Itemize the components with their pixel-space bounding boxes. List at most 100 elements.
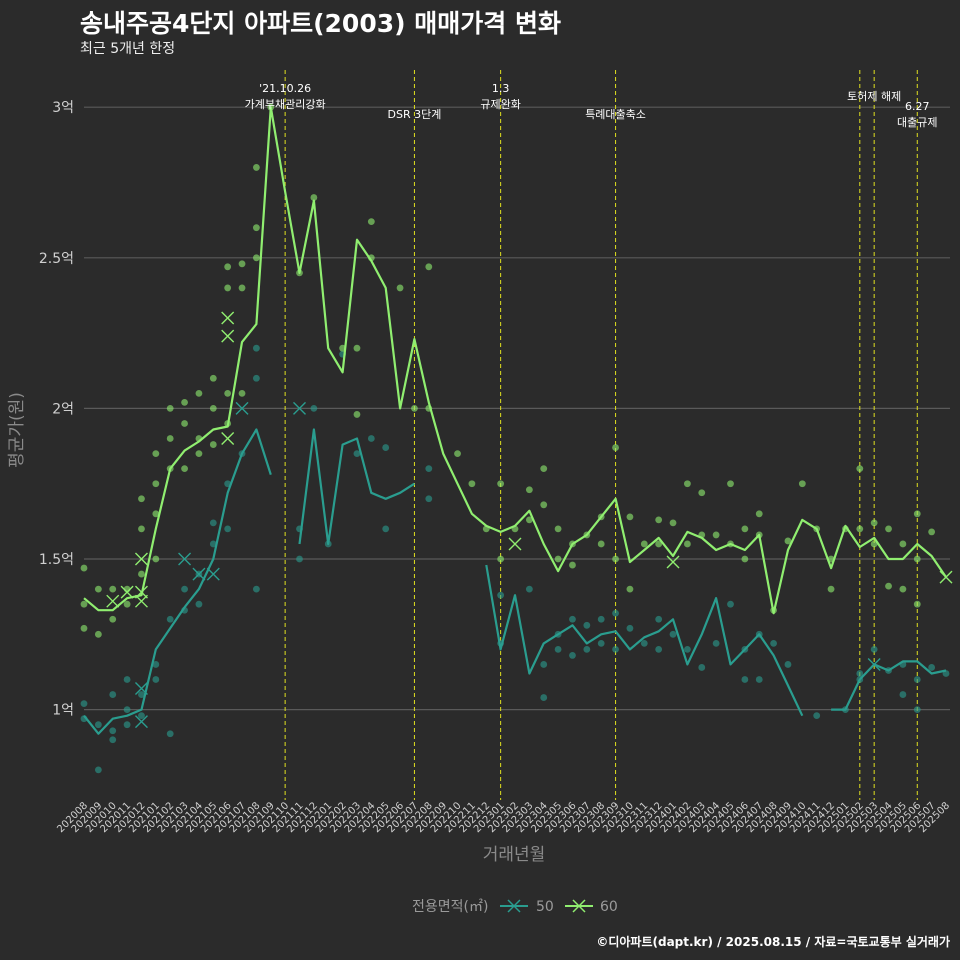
scatter-point-60	[525, 486, 533, 494]
cancelled-marker-50	[206, 567, 220, 581]
scatter-point-60	[554, 555, 562, 563]
scatter-point-60	[80, 564, 88, 572]
scatter-point-60	[209, 374, 217, 382]
scatter-point-60	[885, 582, 892, 590]
cancelled-markers	[106, 311, 953, 729]
scatter-point-50	[583, 645, 591, 653]
scatter-point-60	[741, 525, 749, 533]
scatter-point-50	[310, 405, 318, 412]
source-caption: ©디아파트(dapt.kr) / 2025.08.15 / 자료=국토교통부 실…	[596, 935, 950, 949]
scatter-point-60	[152, 480, 160, 488]
scatter-point-50	[655, 615, 663, 623]
scatter-point-60	[540, 465, 548, 473]
scatter-point-60	[94, 585, 102, 593]
scatter-point-50	[540, 694, 548, 701]
chart-title: 송내주공4단지 아파트(2003) 매매가격 변화	[80, 9, 561, 38]
scatter-point-60	[152, 510, 160, 518]
scatter-point-60	[784, 537, 792, 545]
scatter-point-60	[684, 540, 691, 548]
cancelled-marker-60	[939, 570, 953, 584]
cancelled-marker-50	[178, 552, 192, 566]
event-label: DSR 3단계	[388, 108, 442, 121]
scatter-point-50	[755, 676, 763, 683]
scatter-point-50	[899, 691, 907, 698]
scatter-point-60	[80, 624, 88, 632]
scatter-point-60	[209, 441, 217, 448]
scatter-points	[80, 103, 950, 774]
cancelled-marker-60	[221, 311, 235, 325]
scatter-point-60	[224, 263, 232, 271]
scatter-point-60	[626, 585, 634, 593]
legend-item-60: 60	[565, 899, 618, 915]
scatter-point-50	[109, 736, 117, 744]
scatter-point-50	[181, 585, 188, 593]
scatter-point-60	[684, 480, 691, 488]
event-label: 특례대출축소	[585, 108, 646, 121]
scatter-point-60	[310, 194, 318, 201]
scatter-point-50	[655, 645, 663, 653]
scatter-point-50	[367, 435, 375, 442]
y-tick-label: 2억	[52, 401, 74, 417]
scatter-point-60	[181, 420, 188, 427]
scatter-point-60	[856, 465, 864, 473]
scatter-point-60	[425, 263, 433, 271]
event-lines	[284, 70, 918, 800]
scatter-point-50	[741, 676, 749, 683]
scatter-point-60	[698, 489, 706, 497]
series-line-50	[298, 428, 415, 546]
event-label: 가계부채관리강화	[245, 98, 326, 111]
scatter-point-60	[253, 224, 260, 232]
scatter-point-60	[253, 164, 260, 171]
cancelled-marker-60	[106, 594, 120, 608]
scatter-point-60	[195, 389, 203, 397]
scatter-point-50	[554, 645, 562, 653]
scatter-point-60	[224, 284, 232, 292]
scatter-point-60	[755, 510, 763, 518]
scatter-point-50	[123, 706, 131, 714]
scatter-point-60	[554, 525, 562, 533]
scatter-point-50	[353, 450, 361, 457]
scatter-point-60	[411, 405, 418, 412]
scatter-point-60	[181, 398, 188, 406]
scatter-point-60	[224, 389, 232, 397]
scatter-point-50	[626, 624, 634, 632]
y-tick-labels: 1억 1.5억 2억 2.5억 3억	[39, 100, 74, 718]
event-label: 토허제 해제	[847, 89, 901, 103]
scatter-point-60	[353, 344, 361, 352]
cancelled-marker-50	[134, 715, 148, 729]
scatter-point-60	[540, 501, 548, 509]
scatter-point-60	[138, 570, 145, 578]
scatter-point-50	[123, 676, 131, 683]
y-tick-label: 3억	[52, 100, 74, 116]
scatter-point-60	[367, 218, 375, 226]
scatter-point-50	[109, 691, 117, 698]
scatter-point-60	[899, 540, 907, 548]
legend-title: 전용면적(㎡)	[412, 899, 488, 915]
legend-item-50: 50	[500, 899, 554, 915]
scatter-point-60	[827, 585, 835, 593]
scatter-point-60	[569, 561, 576, 569]
x-axis-title: 거래년월	[483, 845, 546, 865]
scatter-point-60	[253, 254, 260, 262]
scatter-point-60	[497, 555, 505, 563]
y-tick-label: 2.5억	[39, 251, 74, 267]
cancelled-marker-50	[293, 401, 306, 415]
series-line-60	[83, 106, 947, 615]
scatter-point-50	[94, 766, 102, 774]
scatter-point-60	[238, 260, 246, 268]
scatter-point-60	[396, 284, 404, 292]
scatter-point-50	[712, 639, 720, 647]
scatter-point-60	[181, 465, 188, 473]
scatter-point-60	[798, 480, 806, 488]
event-label: 1.3	[492, 82, 510, 95]
legend-cross-50	[507, 899, 521, 913]
scatter-point-50	[698, 664, 706, 671]
cancelled-marker-60	[666, 555, 680, 569]
scatter-point-60	[741, 555, 749, 563]
scatter-point-50	[425, 465, 433, 473]
scatter-point-50	[138, 691, 145, 698]
scatter-point-50	[583, 621, 591, 629]
series-line-50	[485, 564, 804, 717]
scatter-point-60	[626, 513, 634, 521]
